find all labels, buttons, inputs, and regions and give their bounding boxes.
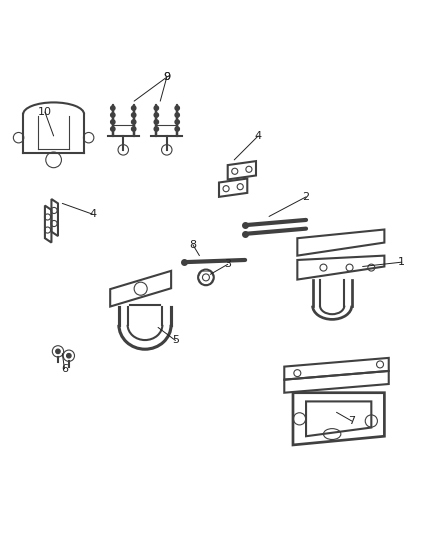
Text: 3: 3	[224, 260, 231, 269]
Circle shape	[131, 106, 136, 110]
Circle shape	[131, 120, 136, 124]
Circle shape	[111, 120, 115, 124]
Circle shape	[175, 106, 180, 110]
Circle shape	[175, 120, 180, 124]
Circle shape	[154, 120, 159, 124]
Text: 9: 9	[163, 72, 170, 82]
Circle shape	[131, 127, 136, 131]
Circle shape	[131, 113, 136, 117]
Text: 8: 8	[189, 240, 197, 250]
Circle shape	[111, 127, 115, 131]
Text: 5: 5	[172, 335, 179, 345]
Text: 6: 6	[61, 364, 68, 374]
Text: 1: 1	[398, 257, 405, 267]
Circle shape	[111, 106, 115, 110]
Text: 4: 4	[89, 209, 96, 219]
Text: 10: 10	[38, 107, 52, 117]
Circle shape	[111, 113, 115, 117]
Circle shape	[67, 353, 71, 358]
Circle shape	[56, 349, 60, 353]
Text: 2: 2	[303, 192, 310, 202]
Circle shape	[175, 127, 180, 131]
Text: 7: 7	[348, 416, 355, 426]
Circle shape	[154, 106, 159, 110]
Circle shape	[175, 113, 180, 117]
Text: 9: 9	[163, 72, 170, 82]
Circle shape	[154, 127, 159, 131]
Circle shape	[154, 113, 159, 117]
Text: 4: 4	[254, 131, 262, 141]
